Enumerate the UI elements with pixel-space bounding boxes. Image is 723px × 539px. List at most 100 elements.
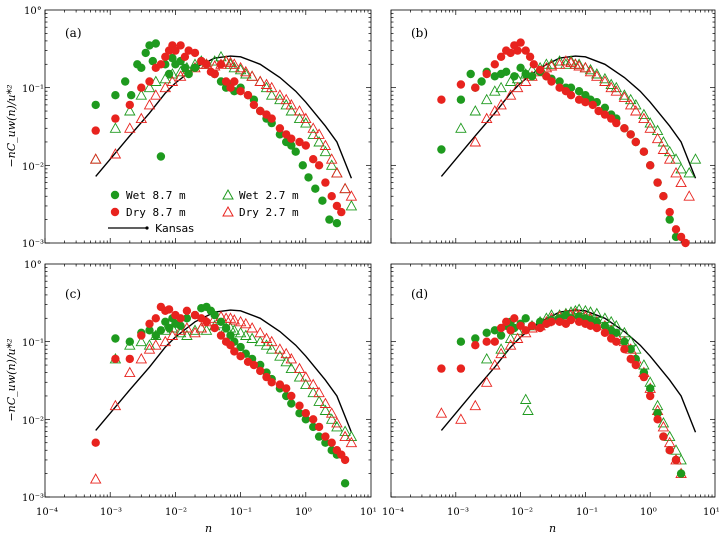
- point-wet-8-7-m: [471, 334, 480, 343]
- point-dry-8-7-m: [230, 347, 239, 356]
- point-wet-8-7-m: [466, 69, 475, 79]
- point-wet-8-7-m: [164, 69, 174, 79]
- legend-marker-wet87: [110, 190, 120, 200]
- point-wet-8-7-m: [340, 479, 350, 488]
- point-dry-2-7-m: [573, 60, 585, 71]
- point-wet-8-7-m: [291, 147, 300, 156]
- point-dry-2-7-m: [293, 362, 306, 374]
- point-dry-2-7-m: [166, 329, 179, 340]
- point-dry-2-7-m: [300, 112, 312, 124]
- point-dry-8-7-m: [91, 126, 100, 135]
- point-dry-8-7-m: [262, 372, 271, 382]
- panel-d-ticks: [390, 264, 715, 498]
- point-dry-8-7-m: [221, 77, 231, 86]
- point-wet-8-7-m: [151, 331, 160, 340]
- panel-d-markers: [435, 303, 687, 479]
- point-dry-8-7-m: [171, 46, 180, 55]
- point-dry-8-7-m: [535, 323, 545, 333]
- point-wet-2-7-m: [489, 85, 501, 96]
- point-dry-8-7-m: [111, 354, 120, 364]
- point-dry-8-7-m: [671, 455, 681, 465]
- point-dry-8-7-m: [659, 432, 668, 441]
- point-dry-2-7-m: [234, 315, 247, 327]
- point-wet-8-7-m: [275, 130, 285, 139]
- point-dry-2-7-m: [469, 136, 482, 147]
- x-axis-label-c: n: [205, 522, 212, 535]
- point-dry-2-7-m: [638, 112, 650, 124]
- point-dry-8-7-m: [594, 106, 603, 116]
- point-wet-8-7-m: [145, 41, 154, 50]
- point-dry-2-7-m: [280, 347, 292, 359]
- point-dry-8-7-m: [482, 69, 491, 79]
- point-dry-8-7-m: [327, 438, 336, 447]
- point-dry-8-7-m: [275, 380, 285, 389]
- point-dry-8-7-m: [125, 354, 134, 364]
- point-dry-8-7-m: [646, 161, 655, 170]
- point-dry-2-7-m: [683, 190, 695, 201]
- point-dry-8-7-m: [612, 118, 621, 128]
- point-dry-8-7-m: [161, 52, 170, 61]
- panel-b-frame: [390, 9, 716, 244]
- point-wet-8-7-m: [216, 317, 226, 326]
- point-dry-8-7-m: [581, 98, 590, 107]
- point-dry-8-7-m: [600, 328, 610, 337]
- point-dry-2-7-m: [89, 473, 102, 484]
- point-dry-8-7-m: [574, 317, 584, 326]
- point-wet-2-7-m: [618, 89, 631, 100]
- point-wet-2-7-m: [339, 182, 351, 194]
- point-dry-8-7-m: [482, 337, 491, 346]
- point-dry-8-7-m: [249, 360, 259, 370]
- x-tick-label-c-1: 10⁻³: [100, 507, 122, 518]
- point-wet-8-7-m: [190, 63, 200, 72]
- point-wet-8-7-m: [256, 360, 265, 370]
- point-dry-8-7-m: [295, 137, 304, 147]
- y-tick-label-a-3: 10⁻³: [22, 239, 44, 250]
- point-wet-8-7-m: [180, 63, 190, 72]
- point-wet-2-7-m: [143, 339, 156, 350]
- point-dry-2-7-m: [560, 55, 572, 66]
- point-dry-8-7-m: [510, 314, 519, 323]
- point-wet-8-7-m: [127, 91, 136, 100]
- point-dry-8-7-m: [314, 161, 324, 170]
- point-dry-8-7-m: [513, 46, 522, 55]
- point-wet-2-7-m: [657, 136, 670, 147]
- point-dry-2-7-m: [260, 78, 273, 89]
- point-wet-8-7-m: [226, 331, 235, 340]
- point-dry-8-7-m: [506, 326, 515, 335]
- point-dry-2-7-m: [166, 75, 179, 86]
- point-wet-8-7-m: [318, 196, 327, 205]
- point-dry-2-7-m: [630, 105, 642, 116]
- panel-b: (b): [390, 9, 716, 248]
- x-tick-label-d-4: 10⁰: [640, 507, 657, 518]
- point-dry-8-7-m: [653, 178, 662, 187]
- point-dry-8-7-m: [626, 354, 635, 364]
- panel-a-ticks: [44, 10, 371, 244]
- point-wet-2-7-m: [260, 81, 273, 93]
- point-dry-2-7-m: [339, 430, 351, 442]
- point-wet-2-7-m: [545, 58, 558, 69]
- point-dry-2-7-m: [455, 413, 467, 424]
- point-wet-8-7-m: [314, 432, 324, 441]
- point-dry-2-7-m: [124, 122, 136, 133]
- point-dry-8-7-m: [190, 310, 200, 320]
- kansas-curve: [440, 55, 697, 179]
- legend-label-kansas: Kansas: [155, 222, 194, 235]
- point-dry-2-7-m: [651, 132, 664, 144]
- point-wet-2-7-m: [675, 162, 687, 174]
- point-dry-8-7-m: [631, 360, 640, 370]
- point-wet-2-7-m: [331, 420, 343, 432]
- point-wet-2-7-m: [560, 58, 572, 69]
- y-tick-label-c-1: 10⁻¹: [22, 338, 44, 349]
- point-dry-8-7-m: [521, 46, 530, 55]
- point-wet-2-7-m: [455, 122, 467, 133]
- point-dry-2-7-m: [307, 122, 319, 133]
- point-wet-8-7-m: [510, 72, 519, 81]
- point-wet-2-7-m: [504, 332, 517, 343]
- legend-dot-kansas: [145, 226, 149, 230]
- point-dry-8-7-m: [639, 147, 649, 156]
- point-wet-8-7-m: [309, 422, 318, 432]
- point-wet-8-7-m: [182, 314, 192, 323]
- point-dry-2-7-m: [234, 61, 247, 73]
- point-wet-2-7-m: [599, 72, 611, 84]
- point-wet-2-7-m: [265, 343, 278, 354]
